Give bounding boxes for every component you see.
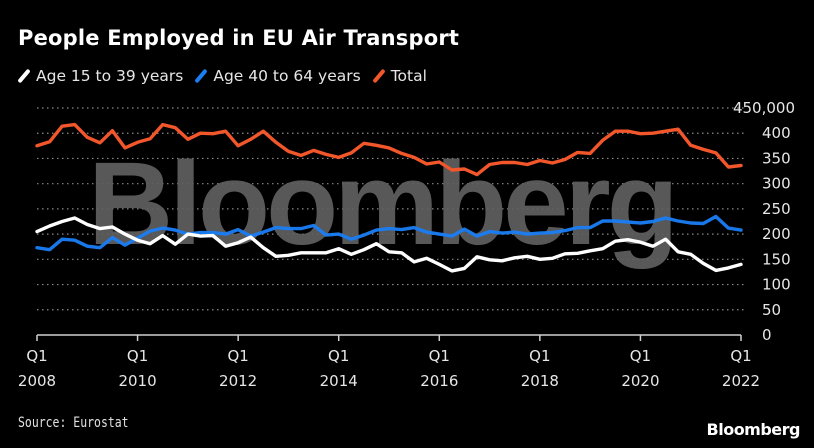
series-line-total bbox=[35, 122, 743, 177]
series-line-age-40-to-64-years bbox=[35, 214, 743, 252]
x-tick-label-quarter: Q1 bbox=[127, 347, 148, 365]
y-tick-label: 250 bbox=[762, 200, 791, 218]
x-tick-label-quarter: Q1 bbox=[630, 347, 651, 365]
x-tick-label-quarter: Q1 bbox=[328, 347, 349, 365]
chart-title: People Employed in EU Air Transport bbox=[18, 26, 460, 50]
y-tick-label: 200 bbox=[762, 225, 791, 243]
y-tick-label: 100 bbox=[762, 276, 791, 294]
legend-item-age-15-39: Age 15 to 39 years bbox=[17, 67, 184, 85]
x-axis: Q1 2008 Q1 2010 Q1 2012 Q1 2014 Q1 2016 Q1 2018 Q1 20… bbox=[18, 334, 760, 390]
y-tick-label: 150 bbox=[762, 250, 791, 268]
y-tick-label: 0 bbox=[762, 326, 772, 344]
y-axis-labels: 0 50 100 150 200 250 300 350 400 450,000 bbox=[733, 99, 795, 344]
series-lines bbox=[35, 122, 743, 273]
y-tick-label: 400 bbox=[762, 124, 791, 142]
x-tick-label-year: 2014 bbox=[320, 372, 358, 390]
x-tick-label-year: 2022 bbox=[722, 372, 760, 390]
gridlines bbox=[37, 107, 745, 311]
x-tick-label-quarter: Q1 bbox=[730, 347, 751, 365]
x-tick-label-year: 2008 bbox=[18, 372, 56, 390]
x-tick-label-year: 2010 bbox=[118, 372, 156, 390]
legend-label-total: Total bbox=[390, 67, 427, 85]
y-tick-label: 450,000 bbox=[733, 99, 795, 117]
x-tick-label-year: 2018 bbox=[521, 372, 559, 390]
legend-item-age-40-64: Age 40 to 64 years bbox=[194, 67, 361, 85]
bloomberg-logo: Bloomberg bbox=[706, 420, 801, 439]
legend: Age 15 to 39 years Age 40 to 64 years To… bbox=[17, 67, 439, 85]
legend-label-age-15-39: Age 15 to 39 years bbox=[36, 67, 184, 85]
x-tick-label-year: 2016 bbox=[420, 372, 458, 390]
y-tick-label: 350 bbox=[762, 149, 791, 167]
x-tick-label-year: 2012 bbox=[219, 372, 257, 390]
source-note: Source: Eurostat bbox=[18, 415, 129, 431]
series-line-age-15-to-39-years bbox=[35, 216, 743, 273]
y-tick-label: 50 bbox=[762, 301, 781, 319]
x-tick-label-quarter: Q1 bbox=[26, 347, 47, 365]
y-tick-label: 300 bbox=[762, 175, 791, 193]
x-tick-label-year: 2020 bbox=[621, 372, 659, 390]
x-tick-label-quarter: Q1 bbox=[227, 347, 248, 365]
x-tick-label-quarter: Q1 bbox=[529, 347, 550, 365]
legend-label-age-40-64: Age 40 to 64 years bbox=[213, 67, 361, 85]
legend-item-total: Total bbox=[372, 67, 427, 85]
x-tick-label-quarter: Q1 bbox=[429, 347, 450, 365]
